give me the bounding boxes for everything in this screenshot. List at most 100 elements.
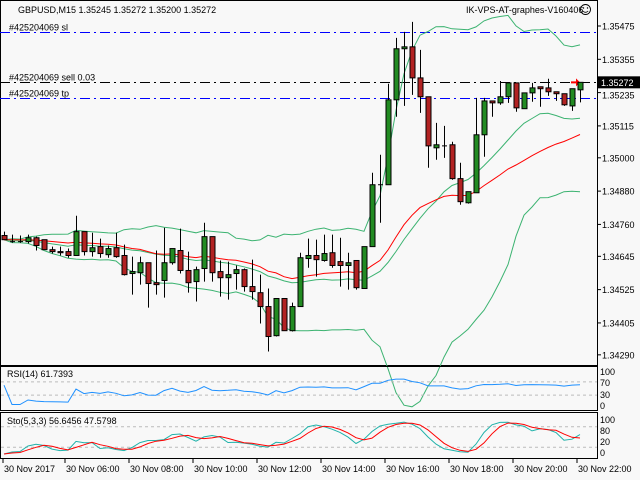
time-tick-label: 30 Nov 06:00 bbox=[66, 464, 120, 474]
candle-bullish bbox=[401, 46, 408, 50]
candle-bullish bbox=[25, 237, 32, 243]
candle-bearish bbox=[449, 144, 456, 180]
candle-bearish bbox=[353, 259, 360, 289]
rsi-tick-label: 70 bbox=[600, 378, 610, 388]
time-tick-label: 30 Nov 20:00 bbox=[514, 464, 568, 474]
rsi-line bbox=[3, 378, 581, 405]
candle-bullish bbox=[225, 274, 232, 279]
price-tick-label: 1.34760 bbox=[602, 220, 635, 230]
candle-bullish bbox=[465, 191, 472, 204]
stochastic-panel-border bbox=[0, 412, 598, 459]
rsi-tick-label: 0 bbox=[600, 401, 605, 411]
candle-bullish bbox=[233, 269, 240, 275]
candle-bullish bbox=[89, 247, 96, 253]
candle-bullish bbox=[521, 92, 528, 110]
price-tick-label: 1.34290 bbox=[602, 350, 635, 360]
time-axis: 30 Nov 2017 30 Nov 06:00 30 Nov 08:00 30 No… bbox=[2, 459, 632, 474]
candle-bullish bbox=[169, 248, 176, 264]
bollinger-upper-band bbox=[3, 14, 581, 242]
price-tick-label: 1.35115 bbox=[602, 121, 634, 131]
stochastic-label: Sto(5,3,3) 56.6456 47.5798 bbox=[7, 416, 117, 426]
time-tick-label: 30 Nov 12:00 bbox=[258, 464, 312, 474]
price-tick-label: 1.35000 bbox=[602, 153, 635, 163]
candle-bullish bbox=[385, 99, 392, 186]
price-tick-label: 1.35235 bbox=[602, 90, 635, 100]
candle-bearish bbox=[561, 93, 568, 106]
stochastic-tick-label: 0 bbox=[600, 448, 605, 458]
candle-bearish bbox=[425, 96, 432, 147]
candle-bearish bbox=[313, 254, 320, 261]
price-tick-label: 1.35355 bbox=[602, 55, 635, 65]
order-label: #425204069 tp bbox=[9, 89, 69, 99]
candle-bullish bbox=[201, 236, 208, 270]
candle-bullish bbox=[273, 298, 280, 337]
candle-bearish bbox=[553, 91, 560, 95]
candle-bearish bbox=[281, 298, 288, 332]
candle-bearish bbox=[249, 286, 256, 293]
candle-bullish bbox=[345, 262, 352, 266]
candle-bearish bbox=[153, 282, 160, 286]
main-price-panel[interactable] bbox=[0, 0, 598, 366]
candle-bearish bbox=[121, 254, 128, 276]
stochastic-tick-label: 80 bbox=[600, 426, 610, 436]
candle-bullish bbox=[497, 96, 504, 104]
price-tick-label: 1.34405 bbox=[602, 318, 635, 328]
candlestick-series bbox=[1, 21, 584, 352]
stochastic-tick-label: 20 bbox=[600, 437, 610, 447]
candle-bearish bbox=[329, 252, 336, 266]
expert-advisor-label: IK-VPS-AT-graphes-V160406 bbox=[466, 5, 583, 15]
candle-bearish bbox=[537, 86, 544, 90]
time-tick-label: 30 Nov 16:00 bbox=[386, 464, 440, 474]
smiley-face-icon[interactable] bbox=[580, 4, 591, 15]
candle-bearish bbox=[257, 292, 264, 308]
candle-bullish bbox=[305, 254, 312, 260]
candle-bullish bbox=[369, 184, 376, 248]
candle-bearish bbox=[545, 87, 552, 93]
candle-bearish bbox=[217, 271, 224, 279]
rsi-tick-label: 30 bbox=[600, 390, 610, 400]
rsi-panel-border bbox=[0, 366, 598, 411]
candle-bearish bbox=[209, 236, 216, 274]
time-tick-label: 30 Nov 18:00 bbox=[450, 464, 504, 474]
stochastic-main-line bbox=[3, 421, 581, 455]
price-tick-label: 1.34525 bbox=[602, 285, 635, 295]
candle-bullish bbox=[393, 48, 400, 101]
candle-bullish bbox=[473, 134, 480, 194]
main-panel-border bbox=[0, 0, 598, 366]
time-tick-label: 30 Nov 10:00 bbox=[194, 464, 248, 474]
candle-bearish bbox=[241, 269, 248, 288]
order-label: #425204069 sl bbox=[9, 23, 68, 33]
time-tick-label: 30 Nov 14:00 bbox=[322, 464, 376, 474]
candle-bearish bbox=[489, 100, 496, 104]
candle-bullish bbox=[505, 82, 512, 98]
current-price-box bbox=[598, 76, 640, 89]
candle-bullish bbox=[73, 231, 80, 256]
candle-bearish bbox=[113, 247, 120, 258]
candle-bullish bbox=[161, 262, 168, 281]
candle-bullish bbox=[137, 262, 144, 274]
candle-bullish bbox=[289, 306, 296, 332]
candle-bullish bbox=[433, 144, 440, 149]
rsi-label: RSI(14) 61.7393 bbox=[7, 369, 73, 379]
candle-bullish bbox=[193, 269, 200, 283]
candle-bullish bbox=[361, 246, 368, 290]
candle-bullish bbox=[321, 253, 328, 261]
rsi-tick-label: 100 bbox=[600, 367, 615, 377]
price-tick-label: 1.35475 bbox=[602, 22, 635, 32]
candle-bullish bbox=[105, 248, 112, 256]
candle-bearish bbox=[65, 251, 72, 256]
price-axis: 1.35475 1.35355 1.35235 1.35115 1.35000 1.348… bbox=[597, 22, 640, 360]
candle-bearish bbox=[457, 178, 464, 203]
time-tick-label: 30 Nov 22:00 bbox=[578, 464, 632, 474]
stochastic-tick-label: 100 bbox=[600, 415, 615, 425]
candle-bearish bbox=[49, 249, 56, 253]
price-tick-label: 1.34880 bbox=[602, 187, 635, 197]
candle-bearish bbox=[265, 306, 272, 338]
candle-bullish bbox=[577, 81, 584, 91]
candle-bearish bbox=[41, 239, 48, 251]
candle-bearish bbox=[81, 231, 88, 253]
